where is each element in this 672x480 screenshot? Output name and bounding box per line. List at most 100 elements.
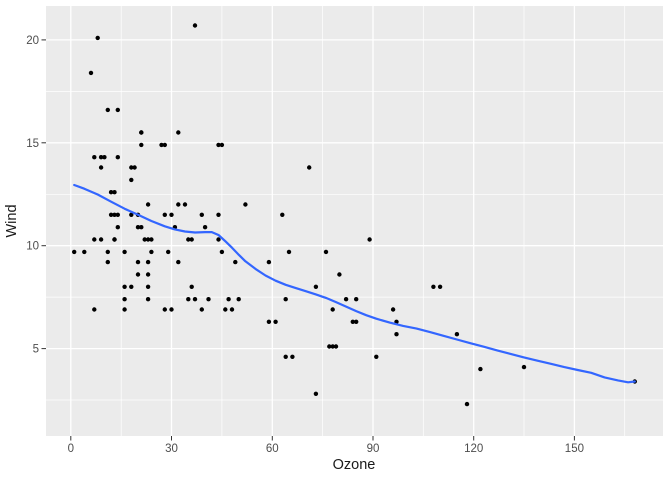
data-point — [112, 212, 117, 217]
x-axis-title: Ozone — [333, 457, 376, 473]
data-point — [199, 307, 204, 312]
data-point — [135, 272, 141, 277]
data-point — [72, 249, 77, 255]
data-point — [98, 165, 104, 170]
data-point — [162, 142, 167, 148]
data-point — [162, 307, 167, 312]
data-point — [122, 307, 127, 312]
data-point — [149, 249, 154, 255]
data-point — [323, 249, 329, 255]
y-tick-label: 10 — [26, 241, 39, 253]
data-point — [236, 297, 241, 302]
data-point — [226, 297, 231, 302]
data-point — [464, 401, 470, 407]
y-axis-title: Wind — [4, 204, 20, 237]
data-point — [139, 225, 144, 230]
x-tick-label: 30 — [165, 443, 178, 455]
data-point — [186, 237, 191, 242]
data-point — [216, 237, 221, 242]
data-point — [122, 297, 127, 302]
data-point — [88, 70, 94, 76]
data-point — [112, 237, 117, 242]
data-point — [206, 297, 211, 302]
data-point — [92, 307, 97, 312]
data-point — [313, 284, 319, 289]
data-point — [367, 237, 372, 242]
data-point — [283, 297, 288, 302]
data-point — [330, 344, 335, 349]
data-point — [176, 202, 181, 207]
data-point — [112, 190, 117, 195]
minor-gridlines — [46, 6, 663, 436]
data-point — [95, 35, 100, 41]
data-point — [122, 249, 127, 255]
data-point — [176, 259, 181, 265]
data-point — [122, 284, 127, 289]
data-point — [313, 391, 319, 396]
data-point — [189, 284, 194, 289]
data-point — [169, 307, 174, 312]
data-point — [266, 259, 272, 265]
data-point — [135, 225, 141, 230]
data-point — [169, 212, 174, 217]
data-point — [192, 23, 198, 28]
data-point — [108, 190, 114, 195]
data-point — [129, 212, 134, 217]
smooth-line-group — [73, 183, 636, 384]
panel-background — [46, 6, 663, 436]
data-point — [343, 297, 349, 302]
data-point — [162, 212, 167, 217]
data-point — [105, 249, 111, 255]
y-tick-label: 15 — [26, 138, 39, 150]
y-tick-label: 20 — [26, 35, 39, 47]
data-point — [102, 155, 107, 160]
data-point — [115, 212, 121, 217]
data-point — [139, 142, 144, 148]
data-point — [139, 130, 144, 135]
data-point — [142, 237, 147, 242]
data-point — [229, 307, 235, 312]
data-point — [132, 165, 137, 170]
data-point — [243, 202, 248, 207]
data-point — [216, 142, 221, 148]
data-point — [216, 212, 221, 217]
data-point — [374, 354, 379, 359]
data-point — [354, 319, 359, 324]
data-point — [145, 237, 151, 242]
x-tick-label: 90 — [367, 443, 380, 455]
data-point — [394, 332, 399, 337]
data-point — [186, 297, 191, 302]
data-point — [478, 366, 483, 372]
data-point — [454, 332, 460, 337]
data-point — [219, 142, 225, 148]
data-point — [437, 284, 443, 289]
data-point — [145, 284, 151, 289]
data-point — [390, 307, 396, 312]
x-tick-label: 0 — [68, 443, 74, 455]
data-point — [189, 237, 194, 242]
data-point — [199, 212, 204, 217]
data-point — [108, 212, 114, 217]
x-axis-tick-labels: 0 30 60 90 120 150 — [68, 443, 584, 455]
y-axis-tick-labels: 5 10 15 20 — [26, 35, 39, 356]
data-point — [202, 225, 208, 230]
data-point — [350, 319, 355, 324]
data-point — [129, 165, 134, 170]
data-point — [307, 165, 312, 170]
data-point — [176, 130, 181, 135]
data-point — [330, 307, 335, 312]
data-point — [166, 249, 171, 255]
data-point — [266, 319, 272, 324]
data-point — [82, 249, 87, 255]
data-point — [333, 344, 339, 349]
x-tick-label: 150 — [565, 443, 584, 455]
data-point — [149, 237, 154, 242]
loess-smooth-line — [73, 183, 636, 384]
scatter-points — [72, 23, 637, 407]
data-point — [280, 212, 285, 217]
data-point — [105, 107, 111, 113]
data-point — [98, 237, 104, 242]
data-point — [115, 225, 121, 230]
